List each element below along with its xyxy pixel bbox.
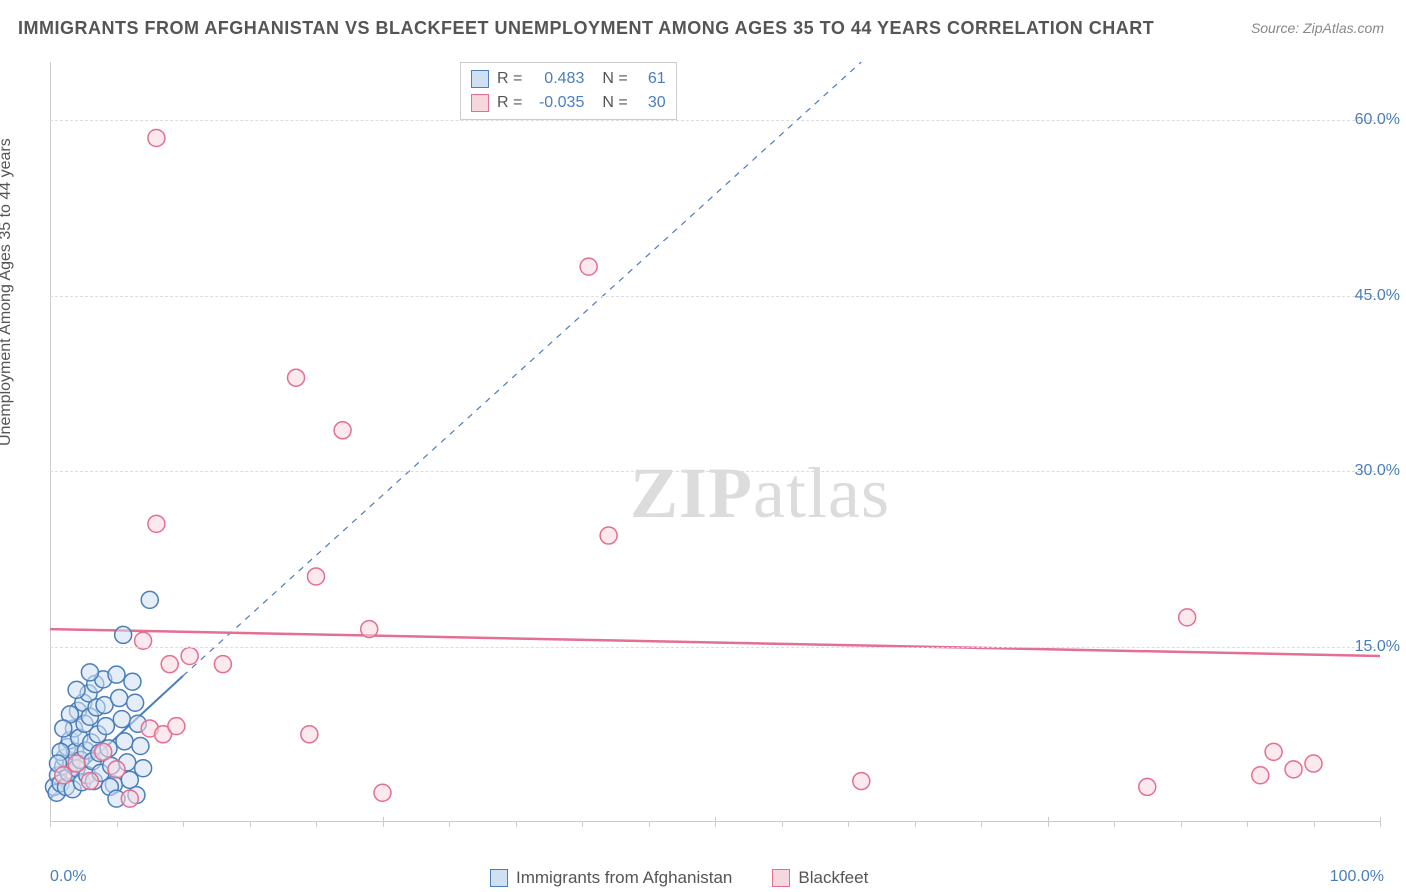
data-point — [1252, 767, 1269, 784]
data-point — [81, 773, 98, 790]
data-point — [68, 755, 85, 772]
data-point — [168, 718, 185, 735]
data-point — [55, 720, 72, 737]
y-axis-label: Unemployment Among Ages 35 to 44 years — [0, 138, 15, 446]
y-tick-label: 60.0% — [1355, 111, 1400, 129]
legend-row: R = 0.483 N = 61 — [471, 67, 666, 91]
x-tick — [117, 821, 118, 827]
data-point — [111, 690, 128, 707]
data-point — [113, 711, 130, 728]
x-tick — [183, 821, 184, 827]
series-legend-item: Immigrants from Afghanistan — [490, 868, 732, 888]
x-tick — [250, 821, 251, 827]
legend-n-value: 61 — [636, 67, 666, 91]
legend-swatch — [490, 869, 508, 887]
x-tick — [50, 817, 51, 827]
gridline — [50, 647, 1380, 648]
x-tick — [715, 817, 716, 827]
data-point — [1179, 609, 1196, 626]
legend-swatch — [772, 869, 790, 887]
x-tick — [1181, 821, 1182, 827]
gridline — [50, 120, 1380, 121]
data-point — [1285, 761, 1302, 778]
data-point — [68, 681, 85, 698]
series-legend-label: Immigrants from Afghanistan — [516, 868, 732, 888]
legend-row: R = -0.035 N = 30 — [471, 91, 666, 115]
chart-title: IMMIGRANTS FROM AFGHANISTAN VS BLACKFEET… — [18, 18, 1154, 39]
data-point — [108, 761, 125, 778]
x-tick — [848, 821, 849, 827]
y-tick-label: 30.0% — [1355, 462, 1400, 480]
y-tick-label: 15.0% — [1355, 638, 1400, 656]
data-point — [1139, 778, 1156, 795]
source-attribution: Source: ZipAtlas.com — [1251, 20, 1384, 36]
data-point — [334, 422, 351, 439]
data-point — [95, 743, 112, 760]
correlation-legend: R = 0.483 N = 61 R = -0.035 N = 30 — [460, 62, 677, 120]
data-point — [580, 258, 597, 275]
legend-r-value: 0.483 — [530, 67, 584, 91]
gridline — [50, 471, 1380, 472]
data-point — [124, 673, 141, 690]
x-tick-label-min: 0.0% — [50, 868, 86, 886]
data-point — [55, 767, 72, 784]
data-point — [121, 790, 138, 807]
y-tick-label: 45.0% — [1355, 287, 1400, 305]
data-point — [214, 656, 231, 673]
data-point — [374, 784, 391, 801]
x-tick — [582, 821, 583, 827]
data-point — [97, 718, 114, 735]
series-legend-label: Blackfeet — [798, 868, 868, 888]
x-tick — [516, 821, 517, 827]
data-point — [853, 773, 870, 790]
legend-n-label: N = — [602, 91, 627, 115]
series-legend-item: Blackfeet — [772, 868, 868, 888]
legend-n-value: 30 — [636, 91, 666, 115]
data-point — [1305, 755, 1322, 772]
data-point — [116, 733, 133, 750]
data-point — [181, 647, 198, 664]
data-point — [1265, 743, 1282, 760]
legend-swatch — [471, 94, 489, 112]
data-point — [600, 527, 617, 544]
gridline — [50, 296, 1380, 297]
data-point — [301, 726, 318, 743]
legend-r-value: -0.035 — [530, 91, 584, 115]
data-point — [108, 666, 125, 683]
x-tick — [649, 821, 650, 827]
scatter-plot-svg — [50, 62, 1380, 821]
x-tick — [1314, 821, 1315, 827]
plot-area: ZIPatlas — [50, 62, 1380, 822]
x-tick — [915, 821, 916, 827]
x-tick — [1114, 821, 1115, 827]
data-point — [135, 760, 152, 777]
x-tick — [316, 821, 317, 827]
data-point — [115, 626, 132, 643]
data-point — [161, 656, 178, 673]
data-point — [308, 568, 325, 585]
data-point — [148, 130, 165, 147]
data-point — [361, 621, 378, 638]
legend-r-label: R = — [497, 67, 522, 91]
x-tick — [981, 821, 982, 827]
data-point — [148, 515, 165, 532]
data-point — [288, 369, 305, 386]
data-point — [132, 738, 149, 755]
legend-n-label: N = — [602, 67, 627, 91]
x-tick — [383, 817, 384, 827]
x-tick — [1247, 821, 1248, 827]
data-point — [127, 694, 144, 711]
legend-r-label: R = — [497, 91, 522, 115]
x-tick — [782, 821, 783, 827]
data-point — [81, 664, 98, 681]
x-tick — [1380, 817, 1381, 827]
trend-line-extension — [183, 62, 861, 676]
x-tick-label-max: 100.0% — [1330, 868, 1384, 886]
x-tick — [449, 821, 450, 827]
data-point — [141, 591, 158, 608]
series-legend: Immigrants from Afghanistan Blackfeet — [490, 868, 868, 888]
x-tick — [1048, 817, 1049, 827]
legend-swatch — [471, 70, 489, 88]
trend-line — [50, 629, 1380, 656]
